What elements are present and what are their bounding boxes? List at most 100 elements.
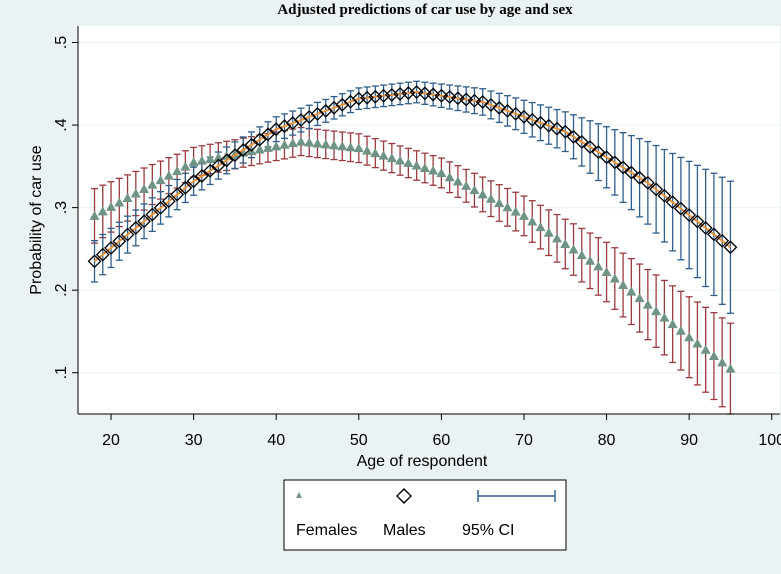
female-point — [552, 233, 563, 243]
female-point — [436, 167, 447, 177]
female-point — [428, 165, 439, 175]
female-point — [708, 351, 719, 361]
female-point — [609, 273, 620, 283]
male-point — [227, 148, 242, 163]
female-point — [155, 175, 166, 185]
female-point — [295, 136, 306, 146]
female-point — [287, 138, 298, 148]
female-point — [114, 197, 125, 207]
female-point — [353, 143, 364, 153]
legend-label-ci: 95% CI — [462, 522, 514, 539]
x-tick-label: 40 — [267, 432, 285, 449]
female-point — [345, 142, 356, 152]
legend-box — [283, 479, 567, 551]
male-point — [161, 194, 176, 209]
y-axis-title: Probability of car use — [28, 145, 45, 295]
series-markers — [87, 85, 738, 373]
female-point — [700, 344, 711, 354]
x-axis-title: Age of respondent — [357, 453, 488, 470]
x-tick-label: 100 — [758, 432, 781, 449]
x-tick-label: 50 — [350, 432, 368, 449]
female-point — [89, 210, 100, 220]
female-point — [568, 244, 579, 254]
female-point — [279, 139, 290, 149]
male-point — [194, 169, 209, 183]
female-point — [576, 250, 587, 260]
female-point — [97, 206, 108, 216]
male-point — [583, 140, 597, 154]
female-point — [362, 145, 373, 155]
female-point — [494, 197, 505, 207]
x-axis-ticks: 20 30 40 50 60 70 80 90 100 — [102, 414, 781, 449]
male-point — [525, 112, 540, 127]
male-point — [541, 118, 556, 133]
female-point — [180, 161, 191, 171]
male-point — [591, 145, 606, 160]
female-point — [419, 162, 430, 172]
male-point — [690, 214, 705, 229]
male-point — [665, 195, 680, 210]
male-point — [87, 254, 102, 269]
female-point — [667, 319, 678, 329]
male-point — [682, 208, 697, 222]
male-point — [170, 187, 185, 202]
female-point — [560, 238, 571, 248]
males-line — [93, 91, 732, 263]
female-point — [593, 261, 604, 271]
x-tick-label: 60 — [432, 432, 450, 449]
female-point — [337, 141, 348, 151]
male-point — [219, 153, 234, 168]
male-point — [558, 124, 573, 139]
female-point — [527, 216, 538, 226]
y-axis-ticks: .1 .2 .3 .4 .5 — [53, 36, 78, 379]
male-point — [178, 180, 193, 195]
x-tick-label: 30 — [185, 432, 203, 449]
female-point — [485, 193, 496, 203]
female-point — [469, 185, 480, 195]
male-point — [508, 106, 523, 121]
female-point — [254, 144, 265, 154]
male-point — [484, 98, 498, 112]
female-point — [675, 325, 686, 335]
legend: Females Males 95% CI — [283, 479, 567, 551]
female-point — [196, 155, 207, 165]
male-point — [137, 214, 151, 229]
male-point — [616, 160, 631, 175]
male-point — [153, 200, 168, 215]
male-point — [145, 207, 160, 222]
female-point — [510, 206, 521, 216]
male-point — [211, 158, 226, 173]
grid — [78, 42, 780, 374]
male-point — [632, 170, 647, 185]
female-point — [205, 154, 216, 164]
female-point — [642, 299, 653, 309]
x-tick-label: 20 — [102, 432, 120, 449]
male-point — [112, 234, 127, 249]
male-point — [128, 220, 143, 235]
male-point — [434, 88, 449, 103]
male-point — [657, 188, 672, 203]
legend-label-females: Females — [296, 522, 357, 539]
male-point — [236, 143, 251, 157]
legend-label-males: Males — [383, 522, 426, 539]
female-point — [535, 222, 546, 232]
female-point — [452, 176, 463, 186]
female-point — [320, 139, 331, 149]
female-point — [692, 338, 703, 348]
female-point — [618, 280, 629, 290]
female-point — [717, 357, 728, 367]
plot-area — [78, 26, 780, 414]
x-tick-label: 80 — [598, 432, 616, 449]
male-point — [533, 115, 548, 130]
female-point — [725, 363, 736, 373]
female-point — [271, 141, 282, 151]
male-point — [409, 85, 424, 99]
female-point — [370, 148, 381, 158]
female-point — [312, 138, 323, 148]
male-point — [624, 165, 639, 180]
male-point — [417, 86, 432, 101]
female-point — [403, 158, 414, 168]
male-point — [673, 201, 688, 216]
legend-triangle-marker — [296, 492, 302, 498]
